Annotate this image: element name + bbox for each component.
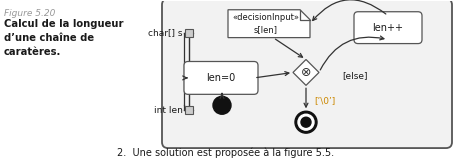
Text: char[] s: char[] s: [149, 28, 183, 37]
Text: len++: len++: [372, 23, 404, 33]
Text: [’\0’]: [’\0’]: [314, 96, 335, 105]
Text: 2.  Une solution est proposée à la figure 5.5.: 2. Une solution est proposée à la figure…: [117, 148, 335, 158]
FancyBboxPatch shape: [184, 62, 258, 94]
Circle shape: [295, 111, 317, 133]
Text: int len: int len: [154, 106, 183, 115]
Circle shape: [298, 114, 314, 130]
Text: [else]: [else]: [342, 71, 368, 80]
Polygon shape: [293, 59, 319, 85]
Text: «decisionInput»
s[len]: «decisionInput» s[len]: [232, 13, 299, 34]
FancyBboxPatch shape: [162, 0, 452, 148]
FancyBboxPatch shape: [185, 106, 193, 114]
FancyBboxPatch shape: [185, 29, 193, 37]
Circle shape: [213, 96, 231, 114]
Polygon shape: [228, 10, 310, 38]
Text: Calcul de la longueur
d’une chaîne de
caratères.: Calcul de la longueur d’une chaîne de ca…: [4, 19, 124, 57]
FancyBboxPatch shape: [354, 12, 422, 44]
Text: Figure 5.20: Figure 5.20: [4, 9, 55, 18]
Text: ⊗: ⊗: [301, 66, 311, 79]
Text: len=0: len=0: [207, 73, 236, 83]
Circle shape: [301, 117, 311, 127]
